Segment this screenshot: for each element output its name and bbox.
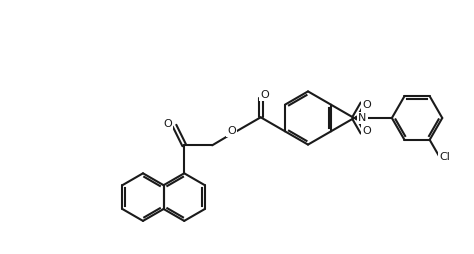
Text: N: N bbox=[358, 113, 367, 123]
Text: Cl: Cl bbox=[439, 152, 450, 162]
Text: O: O bbox=[227, 126, 236, 136]
Text: O: O bbox=[260, 90, 269, 100]
Text: O: O bbox=[362, 100, 371, 110]
Text: O: O bbox=[163, 119, 172, 129]
Text: O: O bbox=[362, 125, 371, 136]
